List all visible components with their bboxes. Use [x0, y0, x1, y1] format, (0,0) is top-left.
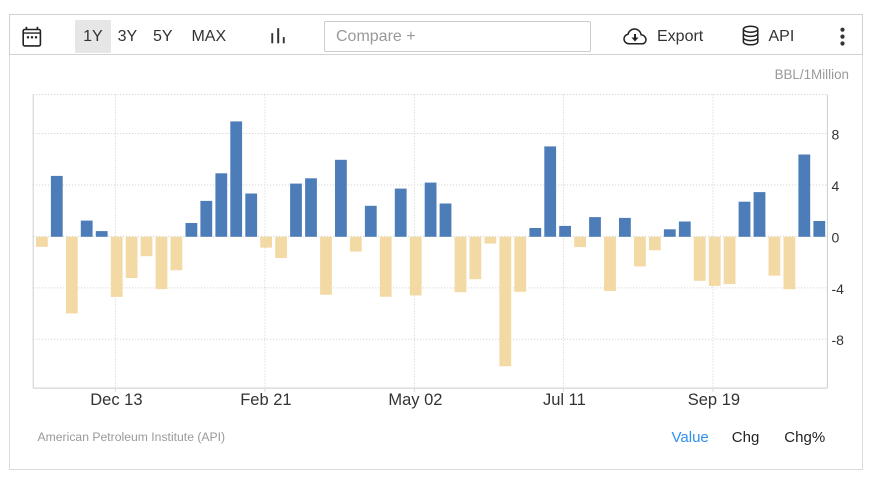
svg-text:May 02: May 02 [388, 391, 442, 409]
svg-text:Chg: Chg [732, 429, 760, 446]
svg-text:-8: -8 [832, 332, 845, 348]
svg-text:8: 8 [832, 126, 840, 142]
svg-text:-4: -4 [832, 281, 845, 297]
svg-text:4: 4 [832, 178, 840, 194]
svg-text:0: 0 [832, 229, 840, 245]
svg-text:Feb 21: Feb 21 [240, 391, 291, 409]
svg-text:American Petroleum Institute (: American Petroleum Institute (API) [38, 430, 226, 444]
svg-text:Chg%: Chg% [784, 429, 825, 446]
svg-text:Dec 13: Dec 13 [90, 391, 142, 409]
svg-text:Sep 19: Sep 19 [688, 391, 740, 409]
svg-text:Value: Value [672, 429, 709, 446]
svg-text:BBL/1Million: BBL/1Million [775, 67, 849, 82]
svg-text:Jul 11: Jul 11 [543, 391, 586, 409]
